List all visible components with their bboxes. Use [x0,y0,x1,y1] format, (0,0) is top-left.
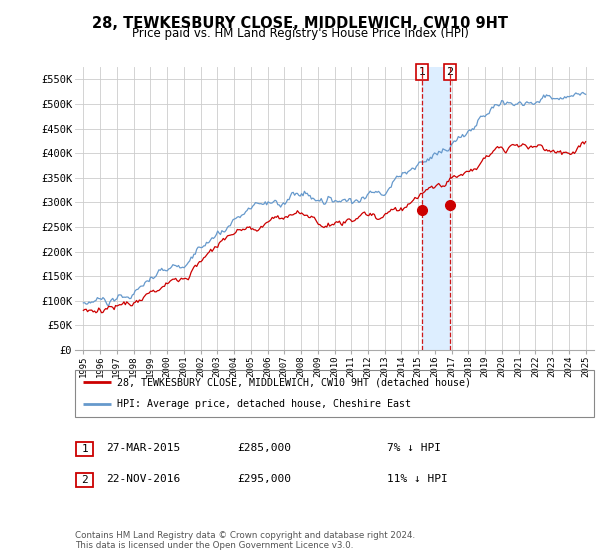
FancyBboxPatch shape [76,442,93,456]
Text: 7% ↓ HPI: 7% ↓ HPI [387,443,441,453]
Text: 28, TEWKESBURY CLOSE, MIDDLEWICH, CW10 9HT: 28, TEWKESBURY CLOSE, MIDDLEWICH, CW10 9… [92,16,508,31]
Bar [422,67,450,350]
Text: HPI: Average price, detached house, Cheshire East: HPI: Average price, detached house, Ches… [116,399,410,409]
Text: 27-MAR-2015: 27-MAR-2015 [106,443,181,453]
Text: 28, TEWKESBURY CLOSE, MIDDLEWICH, CW10 9HT (detached house): 28, TEWKESBURY CLOSE, MIDDLEWICH, CW10 9… [116,377,470,388]
Text: 2: 2 [446,67,454,77]
Text: 11% ↓ HPI: 11% ↓ HPI [387,474,448,484]
Text: 22-NOV-2016: 22-NOV-2016 [106,474,181,484]
Text: £295,000: £295,000 [237,474,291,484]
Text: £285,000: £285,000 [237,443,291,453]
Text: 1: 1 [81,444,88,454]
Text: Contains HM Land Registry data © Crown copyright and database right 2024.
This d: Contains HM Land Registry data © Crown c… [75,530,415,550]
Text: 1: 1 [419,67,425,77]
Text: Price paid vs. HM Land Registry's House Price Index (HPI): Price paid vs. HM Land Registry's House … [131,27,469,40]
Text: 2: 2 [81,475,88,485]
FancyBboxPatch shape [76,473,93,487]
